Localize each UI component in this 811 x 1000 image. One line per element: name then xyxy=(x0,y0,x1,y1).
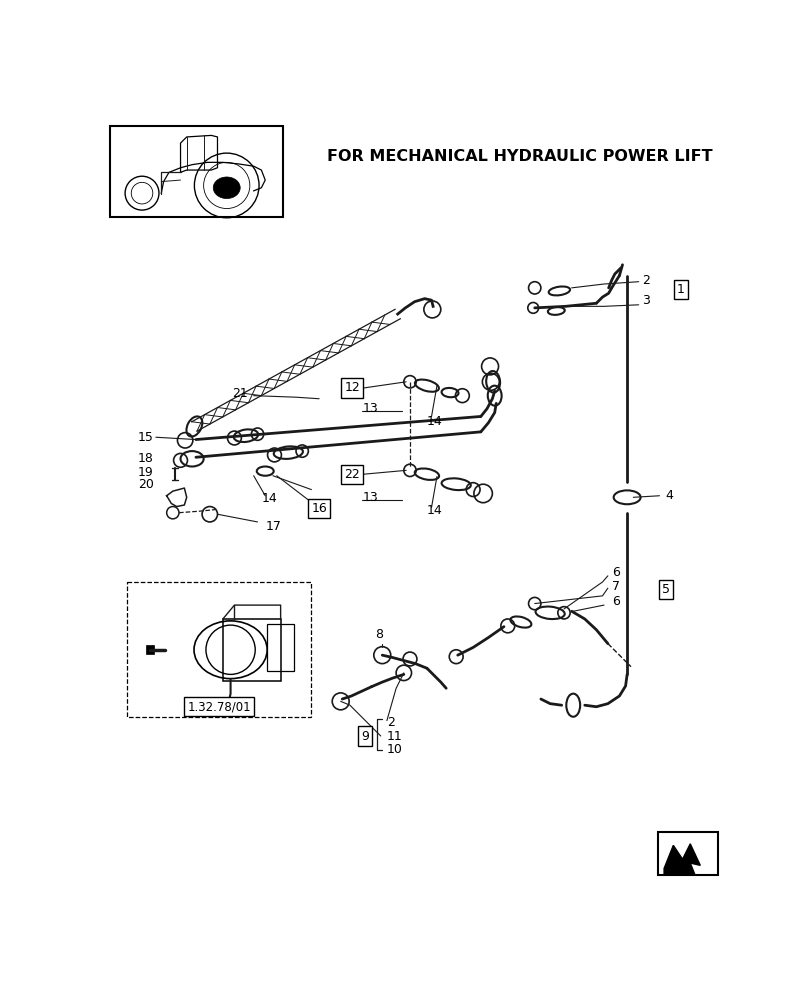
Text: 9: 9 xyxy=(361,730,369,742)
Text: 14: 14 xyxy=(427,504,442,517)
Text: 11: 11 xyxy=(386,730,402,742)
Text: 2: 2 xyxy=(386,716,394,729)
Text: 7: 7 xyxy=(611,580,619,593)
Text: 1.32.78/01: 1.32.78/01 xyxy=(187,700,251,713)
Text: 8: 8 xyxy=(375,628,383,641)
Text: 21: 21 xyxy=(232,387,248,400)
Text: 1: 1 xyxy=(676,283,684,296)
Text: 13: 13 xyxy=(362,491,378,504)
Polygon shape xyxy=(663,844,699,875)
Bar xyxy=(146,645,153,654)
Text: 13: 13 xyxy=(362,402,378,415)
Text: FOR MECHANICAL HYDRAULIC POWER LIFT: FOR MECHANICAL HYDRAULIC POWER LIFT xyxy=(326,149,711,164)
Text: 4: 4 xyxy=(665,489,672,502)
Text: 12: 12 xyxy=(344,381,359,394)
Text: 18: 18 xyxy=(138,452,153,465)
Text: 5: 5 xyxy=(661,583,669,596)
Text: 16: 16 xyxy=(311,502,327,515)
Text: 14: 14 xyxy=(261,492,277,505)
Bar xyxy=(657,832,717,875)
Text: 10: 10 xyxy=(386,743,402,756)
Text: 20: 20 xyxy=(138,478,153,491)
Bar xyxy=(222,619,281,681)
Ellipse shape xyxy=(213,177,240,199)
Text: 6: 6 xyxy=(611,595,619,608)
Text: 15: 15 xyxy=(138,431,153,444)
Text: 19: 19 xyxy=(138,466,153,479)
Bar xyxy=(127,582,311,717)
Text: 22: 22 xyxy=(344,468,359,481)
Text: 3: 3 xyxy=(642,294,650,307)
Text: 6: 6 xyxy=(611,566,619,579)
Bar xyxy=(267,624,294,671)
Text: 17: 17 xyxy=(265,520,281,533)
Bar xyxy=(109,126,282,217)
Text: 14: 14 xyxy=(427,415,442,428)
Text: 2: 2 xyxy=(642,274,650,287)
